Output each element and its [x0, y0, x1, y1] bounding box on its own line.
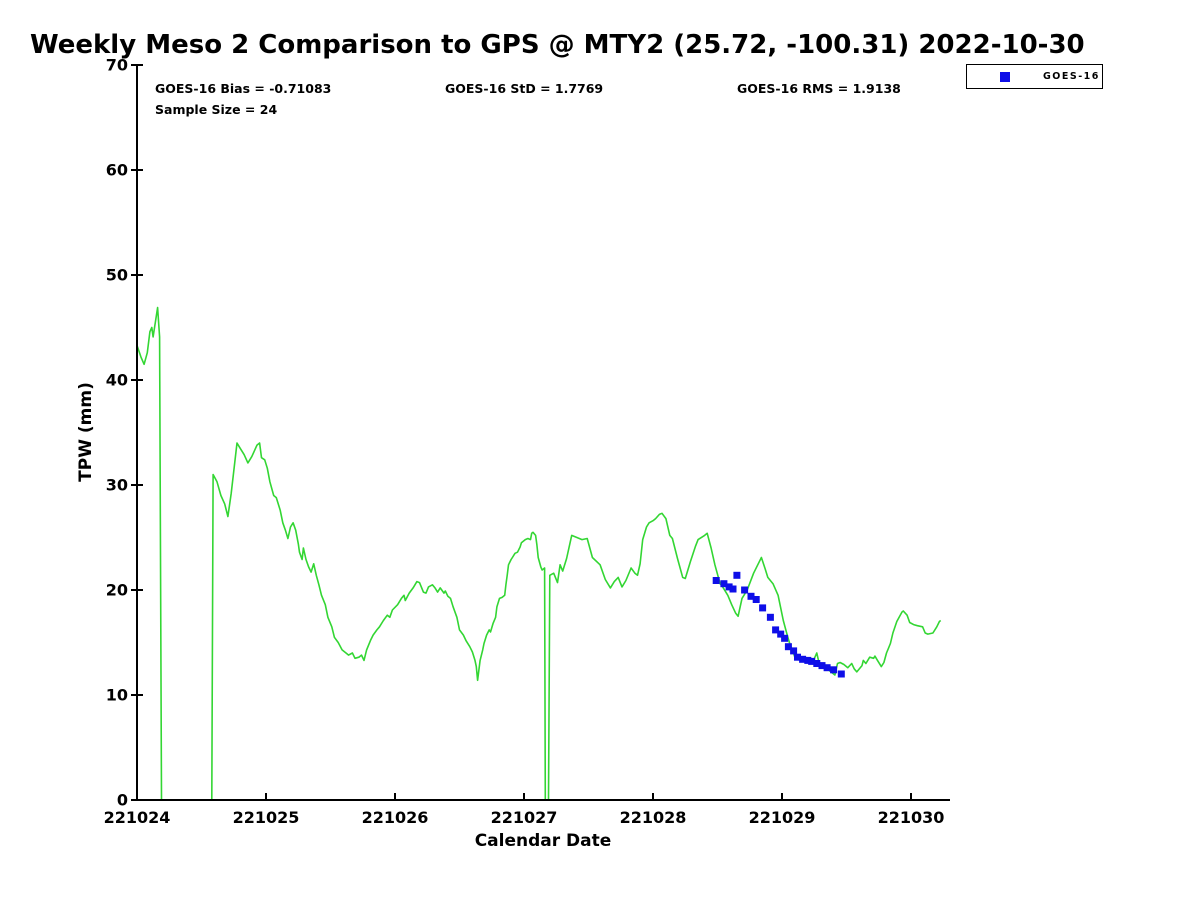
goes16-marker: [813, 660, 821, 667]
goes16-marker: [808, 657, 816, 665]
x-tick-label: 221028: [619, 808, 687, 827]
goes16-marker: [729, 585, 737, 593]
x-tick-label: 221026: [361, 808, 429, 827]
goes16-marker: [804, 656, 812, 664]
goes16-marker: [823, 664, 831, 672]
x-tick-label: 221025: [232, 808, 300, 827]
y-tick-label: 20: [105, 580, 128, 600]
goes16-marker: [799, 655, 807, 663]
goes16-marker: [772, 626, 780, 634]
goes16-marker: [752, 596, 760, 603]
goes16-marker: [777, 630, 785, 638]
legend: GOES-16: [966, 64, 1103, 89]
goes16-marker: [741, 586, 749, 594]
goes16-marker: [818, 662, 826, 670]
goes16-marker: [790, 647, 798, 655]
y-tick-label: 30: [105, 475, 128, 495]
goes16-marker: [720, 580, 728, 588]
stat-sample-size: Sample Size = 24: [155, 102, 278, 117]
goes16-marker: [784, 643, 792, 651]
goes16-marker: [759, 604, 767, 612]
goes16-marker: [747, 592, 755, 600]
chart-title: Weekly Meso 2 Comparison to GPS @ MTY2 (…: [30, 30, 1085, 60]
x-tick-label: 221029: [748, 808, 816, 827]
x-tick-label: 221027: [490, 808, 558, 827]
y-tick-label: 10: [105, 685, 128, 705]
y-tick-label: 40: [105, 370, 128, 390]
legend-square-marker-icon: [1000, 71, 1010, 82]
goes16-marker: [794, 653, 801, 661]
goes16-marker: [830, 666, 838, 674]
x-tick-label: 221030: [877, 808, 945, 827]
x-axis-title: Calendar Date: [474, 831, 612, 851]
y-tick-label: 70: [105, 55, 128, 75]
stat-rms: GOES-16 RMS = 1.9138: [737, 81, 901, 96]
gps-line: [136, 306, 942, 801]
goes16-marker: [837, 670, 845, 678]
stat-std: GOES-16 StD = 1.7769: [445, 81, 604, 96]
goes16-marker: [733, 571, 741, 579]
x-tick-label: 221024: [103, 808, 171, 827]
stat-bias: GOES-16 Bias = -0.71083: [155, 81, 332, 96]
goes16-marker: [725, 583, 733, 591]
legend-label: GOES-16: [1043, 71, 1100, 82]
y-tick-label: 50: [105, 265, 128, 285]
y-tick-label: 0: [116, 790, 128, 810]
goes16-marker: [712, 577, 720, 584]
goes16-marker: [766, 613, 774, 621]
y-tick-label: 60: [105, 160, 128, 180]
goes16-marker: [781, 634, 789, 642]
